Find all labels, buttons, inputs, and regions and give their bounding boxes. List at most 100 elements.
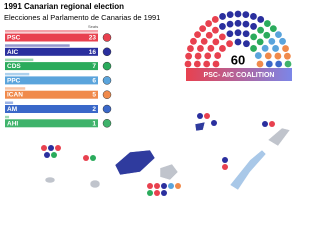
seat [254,52,262,59]
seat-dot [147,190,153,196]
seat [194,31,201,39]
seat-value: 16 [89,49,97,56]
hemicycle-party [250,20,277,52]
hemicycle-party [284,60,292,68]
map [44,121,291,191]
tenerife [114,149,156,176]
seat [256,38,264,46]
seat [234,10,242,18]
seat [261,44,269,52]
seat [275,60,283,68]
seat-dot [90,155,96,161]
seat [218,33,226,41]
seat [283,52,291,60]
seat [219,13,226,20]
seat-dot [168,183,174,189]
seat [269,25,277,33]
seat [219,45,226,52]
seat-dot [83,155,89,161]
seat-dot [154,190,160,196]
party-row [5,105,98,113]
hemicycle-party [265,60,283,68]
seat [282,45,289,52]
seat [214,52,222,59]
party-label: AM [7,106,17,113]
infographic: 1991 Canarian regional election Eleccion… [4,2,292,196]
map-seat-dots [41,113,275,196]
hemicycle-party [256,45,291,68]
seat [257,26,264,34]
seat-dot [175,183,181,189]
seat-value: 23 [89,35,97,42]
seat-dot [197,113,203,119]
hemicycle-party [254,31,286,59]
seat-value: 2 [92,106,96,113]
vote-bar [5,58,34,62]
seat [197,45,204,52]
seat [242,11,250,19]
seat-dot [147,183,153,189]
party-label: CDS [7,63,21,70]
seat-dot [161,183,167,189]
seat-dot [44,152,50,158]
seat [242,30,250,38]
total-seats: 60 [231,52,245,67]
seat [256,60,264,68]
party-row [5,62,98,71]
vote-bar [5,44,70,47]
hemicycle-party [184,16,233,68]
seat-value: 1 [92,120,96,127]
seat [212,60,220,68]
seat [190,37,197,45]
seat [185,52,193,60]
seat-dot [222,164,228,170]
seat [264,52,272,60]
seat-value: 6 [92,77,96,84]
seat [268,38,276,45]
party-dot [102,119,112,128]
party-label: AIC [7,49,19,56]
party-row [5,119,98,128]
vote-bar [5,87,26,90]
seat [194,52,202,60]
party-dot [102,33,112,42]
seat [226,40,233,48]
seat [279,37,286,45]
seat [200,38,208,45]
seat-value: 5 [92,92,96,99]
vote-bar [5,101,14,104]
seat-value: 7 [92,63,96,70]
seat [242,20,250,28]
title: 1991 Canarian regional election [4,2,124,11]
seat [250,33,258,41]
seat-dot [262,121,268,127]
seat [275,31,282,39]
la-gomera [89,179,101,189]
seat [199,25,207,33]
seat-dot [55,145,61,151]
seat [250,13,257,20]
party-dot [102,61,112,71]
seat [212,38,220,46]
lanzarote [267,127,291,147]
seat-dot [48,145,54,151]
seat-dot [51,152,57,158]
gran-canaria [159,163,179,181]
party-label: PSC [7,35,21,42]
seat [284,60,292,68]
el-hierro [44,176,56,184]
seat-dot [211,120,217,126]
seat [263,20,271,27]
fuerteventura [229,149,267,191]
seat [184,60,192,68]
hemicycle-party [219,10,265,48]
party-row [5,90,98,99]
seat [234,19,242,27]
seat-dot [154,183,160,189]
seat-dot [204,113,210,119]
seat-dot [269,121,275,127]
value-header: Seats [88,24,98,29]
vote-bar [5,30,98,33]
party-dot [102,104,112,114]
vote-bar [5,115,10,119]
